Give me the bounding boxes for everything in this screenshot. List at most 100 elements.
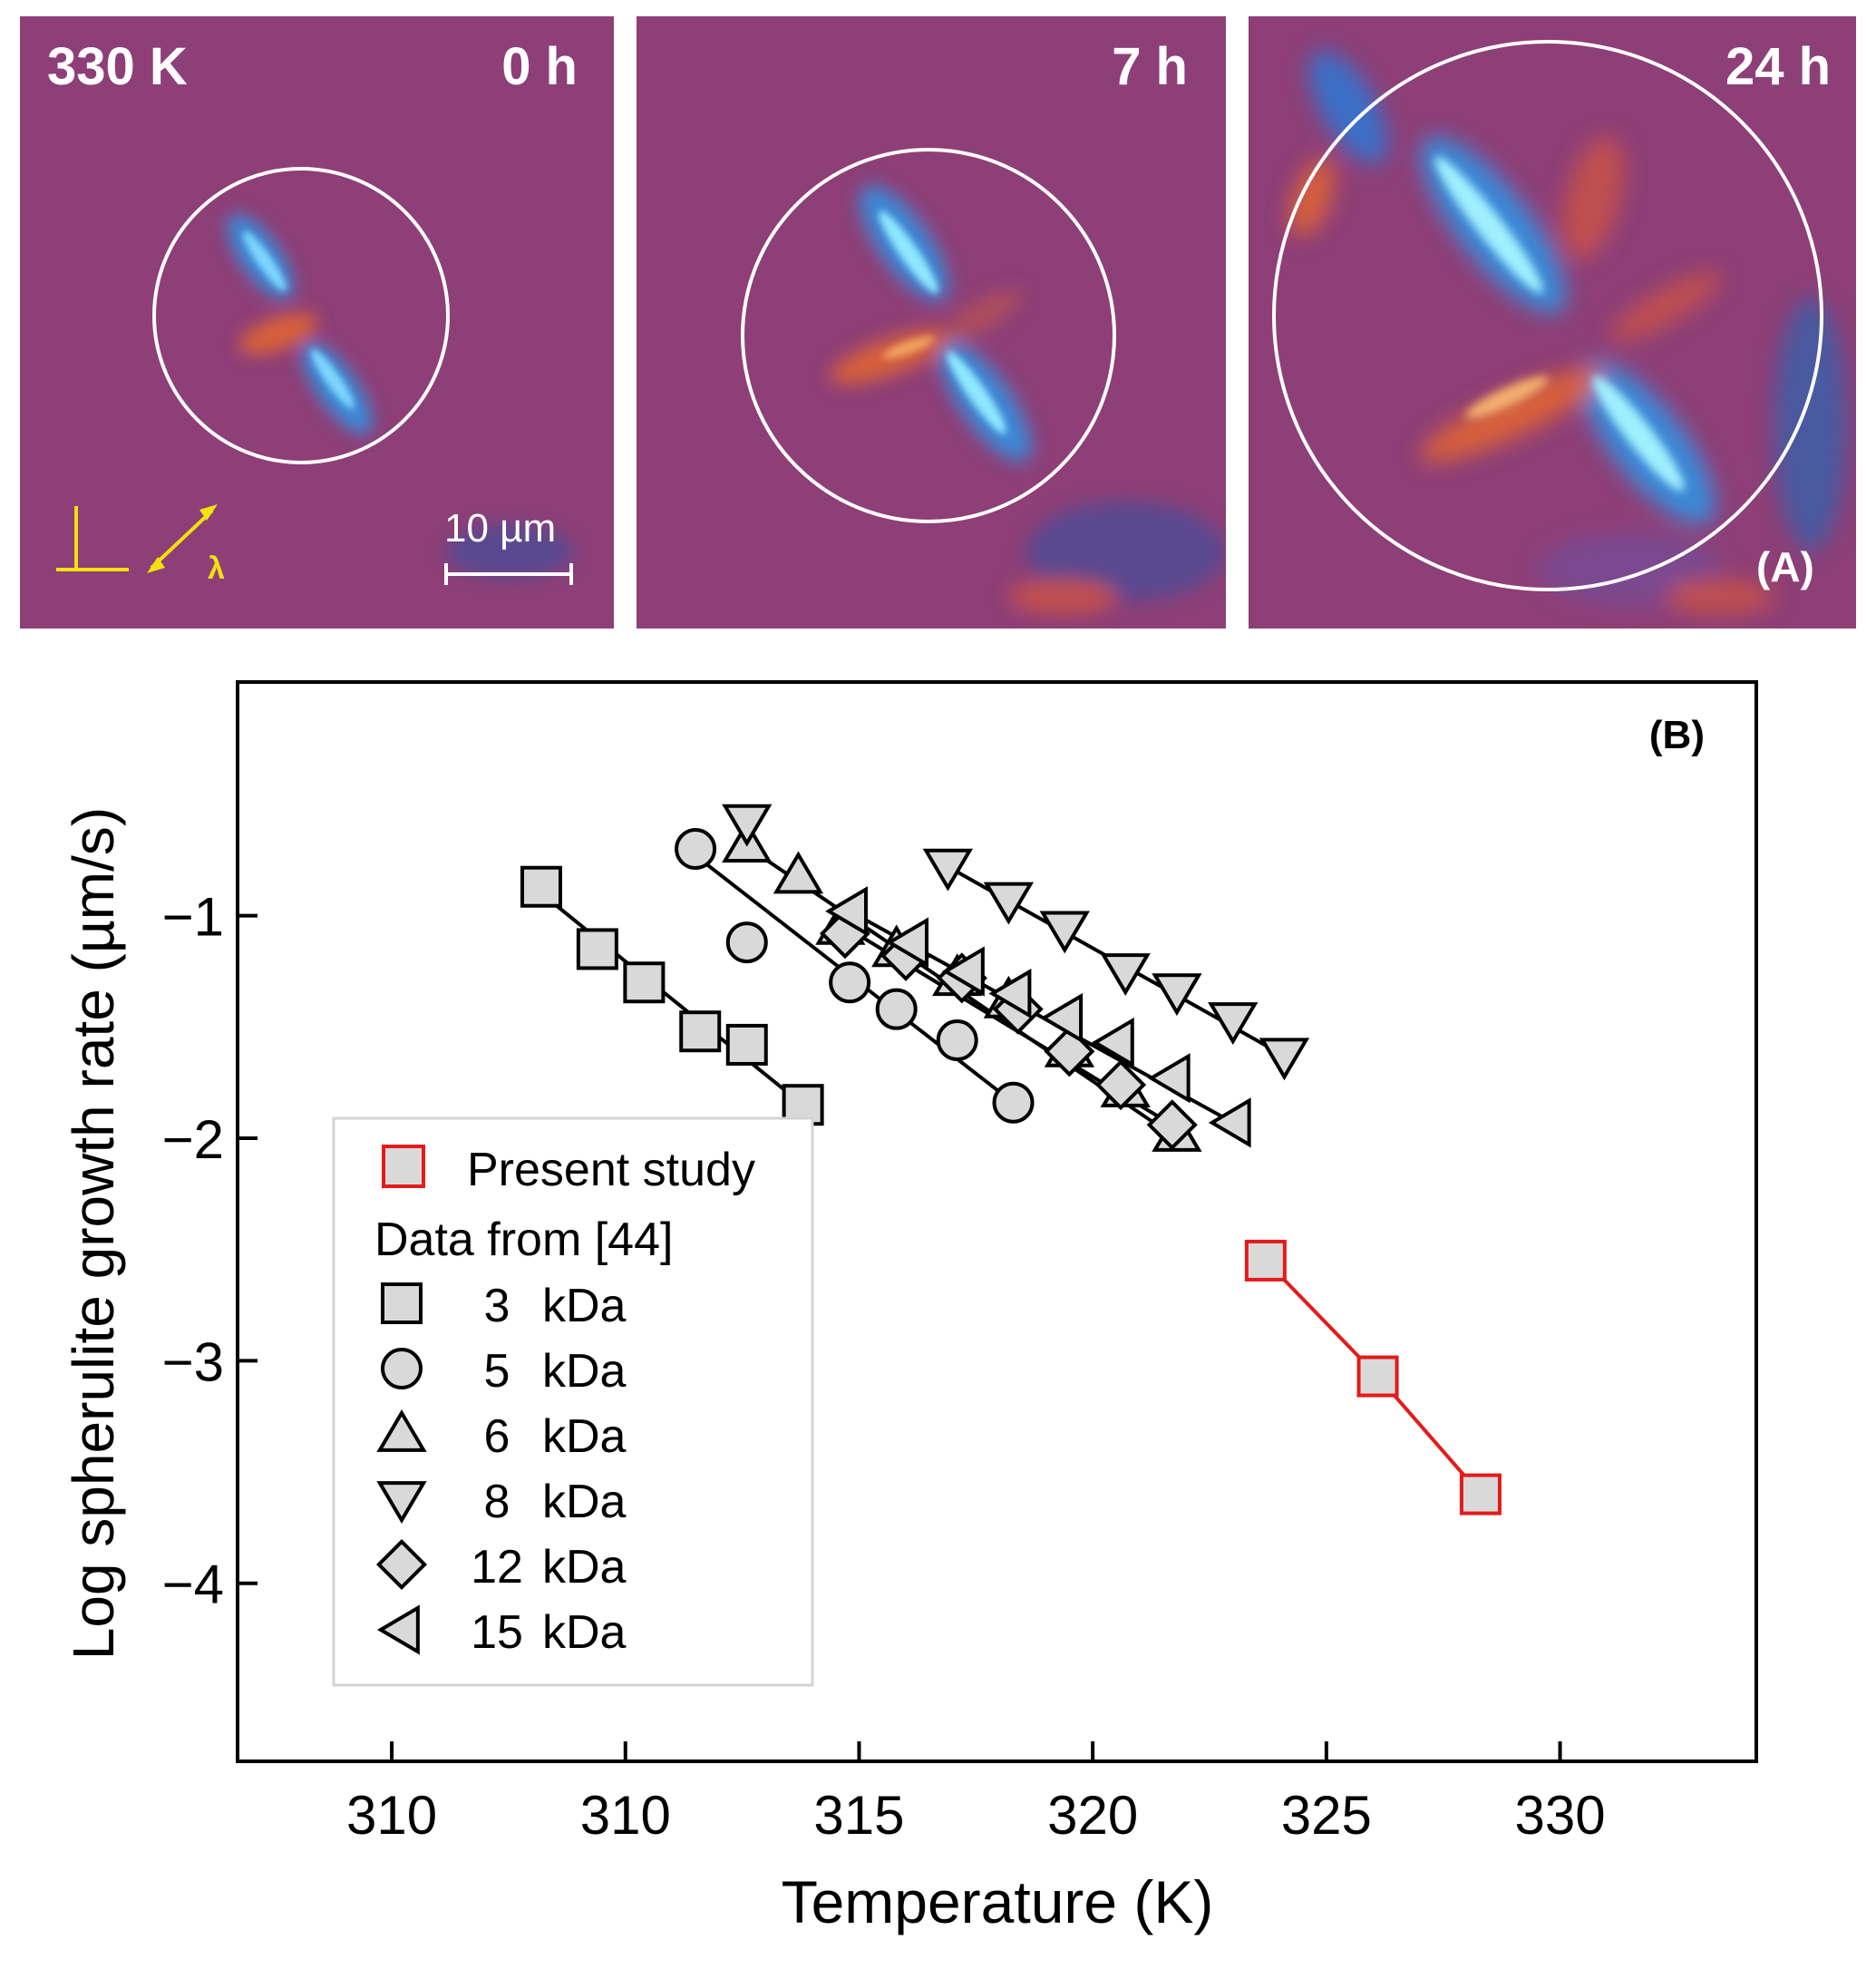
legend-marker-triangle-left	[376, 1604, 420, 1655]
x-axis-label: Temperature (K)	[782, 1868, 1214, 1935]
data-point	[922, 848, 974, 892]
data-point	[1356, 1355, 1399, 1398]
data-point	[725, 921, 768, 964]
panel-b-label: (B)	[1649, 713, 1705, 757]
data-point	[941, 946, 985, 997]
time-label: 24 h	[1725, 37, 1831, 96]
data-point	[1095, 1059, 1147, 1111]
panel-a-label: (A)	[1756, 543, 1814, 590]
x-axis-ticks: 310 310 315 320 325 330	[346, 1741, 1606, 1846]
data-point	[1146, 1099, 1198, 1151]
spherulite-circle	[741, 148, 1116, 523]
legend-entry-mass: 5	[484, 1345, 510, 1398]
data-point	[725, 1023, 768, 1066]
series-5-kda	[675, 828, 1035, 1124]
data-point	[825, 886, 869, 937]
temperature-label: 330 K	[47, 37, 188, 96]
series-present-study	[1244, 1239, 1502, 1516]
micrograph-24h: 24 h (A)	[1249, 16, 1856, 629]
time-label: 7 h	[1112, 37, 1188, 96]
scale-bar	[444, 563, 573, 585]
polarizer-icon	[56, 504, 218, 573]
legend-entry: 8 kDa	[376, 1476, 627, 1528]
micrograph-7h-image	[637, 16, 1226, 629]
legend-entry-mass: 8	[484, 1476, 510, 1528]
legend-marker-square	[381, 1282, 423, 1324]
data-point	[773, 851, 824, 894]
legend-marker-circle	[381, 1348, 423, 1389]
data-point	[1147, 1053, 1191, 1104]
micrograph-0h-image	[20, 16, 614, 629]
lambda-label: λ	[208, 551, 225, 586]
legend-marker-triangle-up	[376, 1409, 427, 1452]
data-point	[1208, 1002, 1259, 1045]
data-point	[886, 917, 929, 968]
x-tick-label: 315	[813, 1785, 904, 1846]
legend-entry-mass: 12	[471, 1541, 523, 1594]
legend-entry-mass: 6	[484, 1410, 510, 1463]
y-axis-label: Log spherulite growth rate (µm/s)	[61, 807, 126, 1660]
data-point	[992, 1081, 1035, 1124]
spherulite-circle	[152, 167, 450, 464]
y-tick-label: −1	[162, 887, 224, 948]
time-label: 0 h	[501, 37, 578, 96]
x-tick-label: 325	[1281, 1785, 1372, 1846]
micrograph-24h-image	[1249, 16, 1856, 629]
x-tick-label: 330	[1514, 1785, 1605, 1846]
legend-source-label: Data from [44]	[374, 1214, 673, 1266]
legend-entry: 6 kDa	[376, 1409, 627, 1463]
legend-marker-square-red	[382, 1145, 425, 1188]
legend-entry-unit: kDa	[542, 1606, 627, 1659]
data-point	[1152, 973, 1202, 1017]
data-point	[983, 882, 1035, 925]
data-point	[1091, 1017, 1134, 1068]
data-points	[520, 804, 1502, 1516]
data-point	[829, 961, 871, 1004]
legend-entry-unit: kDa	[542, 1280, 627, 1332]
data-point	[1040, 992, 1084, 1044]
series-3-kda	[520, 865, 824, 1126]
y-tick-label: −4	[162, 1555, 224, 1615]
legend: Present study Data from [44] 3 kDa 5 kDa 6 kD…	[332, 1116, 814, 1687]
legend-entry-unit: kDa	[542, 1345, 627, 1398]
scale-bar-label: 10 µm	[444, 506, 557, 551]
series-8-kda	[722, 804, 1310, 1081]
legend-entry: 3 kDa	[381, 1280, 627, 1332]
legend-entry-unit: kDa	[542, 1541, 627, 1594]
spherulite-circle	[1272, 40, 1823, 591]
legend-entry-unit: kDa	[542, 1410, 627, 1463]
data-point	[722, 804, 773, 847]
data-point	[576, 928, 618, 970]
legend-entry: 12 kDa	[375, 1538, 627, 1594]
data-point	[520, 865, 562, 908]
y-axis-ticks: −1 −2 −3 −4	[162, 887, 258, 1615]
data-point	[1244, 1239, 1287, 1282]
legend-entry-mass: 3	[484, 1280, 510, 1332]
data-point	[1100, 953, 1151, 997]
data-point	[875, 988, 918, 1030]
legend-present-label: Present study	[467, 1144, 755, 1196]
data-point	[988, 968, 1032, 1019]
micrograph-7h: 7 h	[637, 16, 1226, 629]
y-tick-label: −2	[162, 1109, 224, 1170]
data-point	[679, 1010, 722, 1053]
y-tick-label: −3	[162, 1331, 224, 1392]
micrograph-0h: 330 K 0 h λ 10 µm	[20, 16, 614, 629]
data-point	[1039, 911, 1090, 954]
legend-entry: 15 kDa	[376, 1604, 627, 1659]
legend-box	[332, 1116, 814, 1687]
series-15-kda	[825, 886, 1251, 1148]
legend-marker-present-study	[382, 1145, 425, 1188]
data-point	[936, 1019, 978, 1062]
x-tick-label: 310	[346, 1785, 437, 1846]
x-tick-label: 310	[580, 1785, 671, 1846]
legend-entry: 5 kDa	[381, 1345, 627, 1398]
data-point	[623, 961, 666, 1004]
legend-marker-triangle-down	[376, 1481, 427, 1525]
x-tick-label: 320	[1047, 1785, 1138, 1846]
data-point	[1208, 1097, 1251, 1148]
data-point	[675, 828, 717, 871]
data-point	[1459, 1473, 1502, 1516]
legend-entry-unit: kDa	[542, 1476, 627, 1528]
legend-entry-mass: 15	[471, 1606, 523, 1659]
